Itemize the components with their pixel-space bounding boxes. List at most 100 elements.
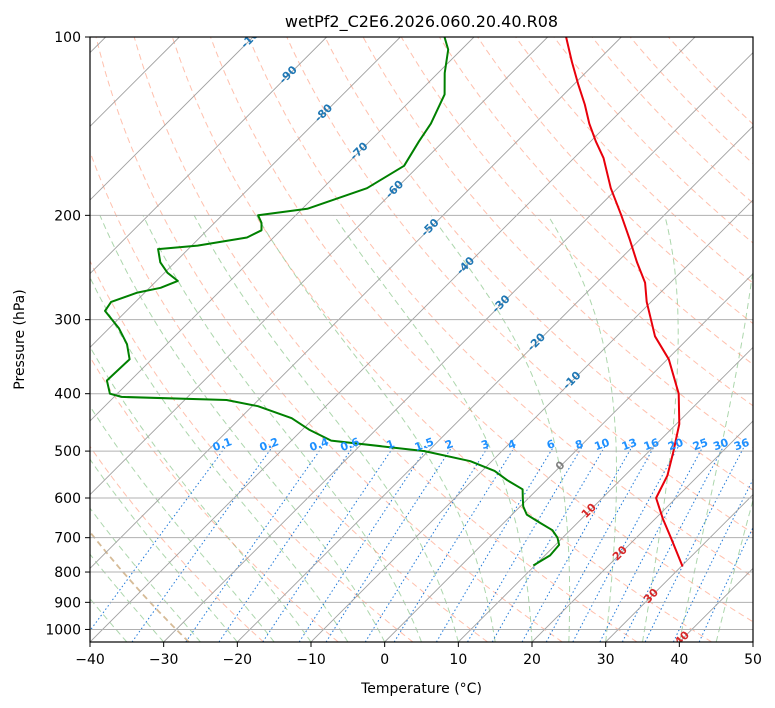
x-tick-label: 40 [670,652,688,668]
y-tick-label: 500 [54,444,81,460]
dry-adiabat [248,37,753,578]
mixing-ratio-label: 1 [385,437,397,452]
isotherm [90,37,475,422]
mixing-ratio-label: 6 [545,437,557,452]
dry-adiabat-label: 10 [579,500,599,520]
dry-adiabat-label: -90 [276,63,299,86]
mixing-ratio-line [467,445,584,642]
mixing-ratio-line [521,445,633,642]
moist-adiabat [142,215,422,642]
isotherm [310,199,753,642]
x-tick-label: 0 [380,652,389,668]
dry-adiabat-label: -50 [418,216,441,239]
mixing-ratio-label: 10 [593,436,612,454]
y-tick-label: 300 [54,313,81,329]
dry-adiabat-label: -80 [312,101,335,124]
mixing-ratio-label: 4 [506,437,518,452]
isotherm [90,37,622,569]
dewpoint-profile [104,37,561,567]
mixing-ratio-label: 2 [443,437,455,452]
mixing-ratio-line [393,445,516,642]
x-tick-label: −40 [75,652,105,668]
x-tick-label: 20 [523,652,541,668]
mixing-ratio-line [698,526,753,642]
y-tick-label: 100 [54,30,81,46]
isotherm [531,420,753,642]
mixing-ratio-line [131,445,274,642]
moist-adiabat [333,215,533,642]
x-axis-title: Temperature (°C) [360,681,482,697]
moist-adiabat [430,215,571,642]
isotherm [90,37,401,348]
series-lines [104,37,684,567]
y-tick-label: 400 [54,387,81,403]
mixing-ratio-line [90,445,227,632]
y-tick-label: 1000 [45,622,81,638]
dry-adiabat-label: -20 [525,330,548,353]
dry-adiabat-label: -60 [383,178,406,201]
mixing-ratio-label: 0.4 [308,435,331,454]
plot-frame [89,36,754,643]
dry-adiabat [209,37,753,623]
moist-adiabat [642,215,679,642]
x-tick-label: 30 [597,652,615,668]
y-tick-label: 900 [54,595,81,611]
dry-adiabat [171,37,712,642]
dry-adiabat [324,37,753,491]
x-tick-label: −30 [149,652,179,668]
moist-adiabat [90,507,201,642]
mixing-ratio-line [325,445,454,642]
isotherm [384,273,753,642]
mixing-ratio-label: 20 [666,436,685,454]
isotherm [163,52,753,642]
y-tick-label: 800 [54,565,81,581]
dry-adiabat-label: 40 [672,628,692,648]
y-tick-label: 700 [54,531,81,547]
mixing-ratio-label: 1.5 [413,435,436,454]
mixing-ratio-label: 3 [479,437,491,452]
dry-adiabat [362,37,753,449]
x-tick-label: −10 [296,652,326,668]
isotherm [679,567,753,642]
dry-adiabat-label: 0 [553,458,568,473]
mixing-ratio-line [298,445,429,642]
dry-adiabat [667,37,753,125]
mixing-ratio-line [185,445,324,642]
moist-adiabat [678,265,753,642]
x-tick-label: 50 [744,652,762,668]
mixing-ratio-label: 36 [732,436,751,454]
mixing-ratio-line [572,445,680,642]
dry-adiabat-label: -70 [347,139,370,162]
mixing-ratio-label: 0.1 [211,435,234,454]
dry-adiabat [629,37,753,165]
moist-adiabat [90,405,275,642]
axis-ticks: −40 −30 −20 −10 0 10 20 30 40 5010009008007006005… [45,30,762,668]
dry-adiabat-label: 30 [641,586,661,606]
mixing-ratio-line [545,445,656,642]
mixing-ratio-line [262,445,395,642]
mixing-ratio-line [621,445,725,642]
moist-adiabat [90,458,238,642]
isotherm [605,494,753,642]
dry-adiabat-label: -10 [560,368,583,391]
dry-adiabat [90,445,264,642]
x-tick-label: 10 [449,652,467,668]
isotherm [90,37,696,642]
dry-adiabat [90,356,339,642]
isotherm [90,37,254,201]
mixing-ratio-line [364,445,490,642]
mixing-ratio-label: 8 [573,437,585,452]
dry-adiabat [95,37,563,642]
y-axis-title: Pressure (hPa) [12,289,28,389]
mixing-ratio-label: 16 [642,436,661,454]
moist-adiabat [99,215,386,642]
dry-adiabat [515,37,753,284]
mixing-ratio-line [435,445,555,642]
y-tick-label: 200 [54,208,81,224]
moist-adiabat [193,215,459,642]
dry-adiabat [477,37,753,325]
dry-adiabat [90,259,414,642]
background-lines [90,37,753,642]
y-tick-label: 600 [54,491,81,507]
